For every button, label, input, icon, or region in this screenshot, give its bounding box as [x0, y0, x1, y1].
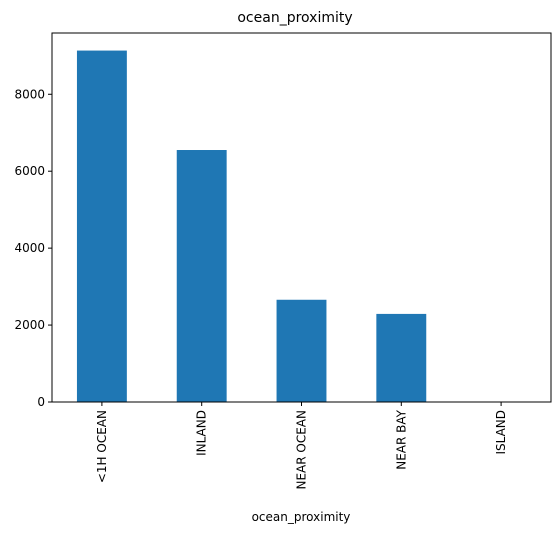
- y-tick-label: 2000: [14, 318, 45, 332]
- x-tick-label: INLAND: [195, 410, 209, 456]
- x-tick-label: <1H OCEAN: [95, 410, 109, 483]
- x-tick-label: NEAR BAY: [394, 409, 408, 469]
- x-tick-label: ISLAND: [494, 410, 508, 455]
- bars: [76, 50, 527, 402]
- y-tick-label: 4000: [14, 241, 45, 255]
- bar-near-bay: [376, 313, 427, 402]
- x-tick-label: NEAR OCEAN: [295, 410, 309, 490]
- axes-frame: [51, 32, 552, 403]
- x-axis-ticks: <1H OCEAN INLAND NEAR OCEAN NEAR BAY ISLAND: [95, 402, 508, 490]
- bar-1h-ocean: [76, 50, 127, 402]
- y-tick-label: 8000: [14, 87, 45, 101]
- y-axis-ticks: 0 2000 4000 6000 8000: [14, 87, 52, 409]
- bar-near-ocean: [276, 299, 327, 402]
- bar-inland: [176, 150, 227, 402]
- y-tick-label: 6000: [14, 164, 45, 178]
- y-tick-label: 0: [37, 395, 45, 409]
- x-axis-label: ocean_proximity: [252, 510, 351, 524]
- chart-title: ocean_proximity: [237, 10, 352, 26]
